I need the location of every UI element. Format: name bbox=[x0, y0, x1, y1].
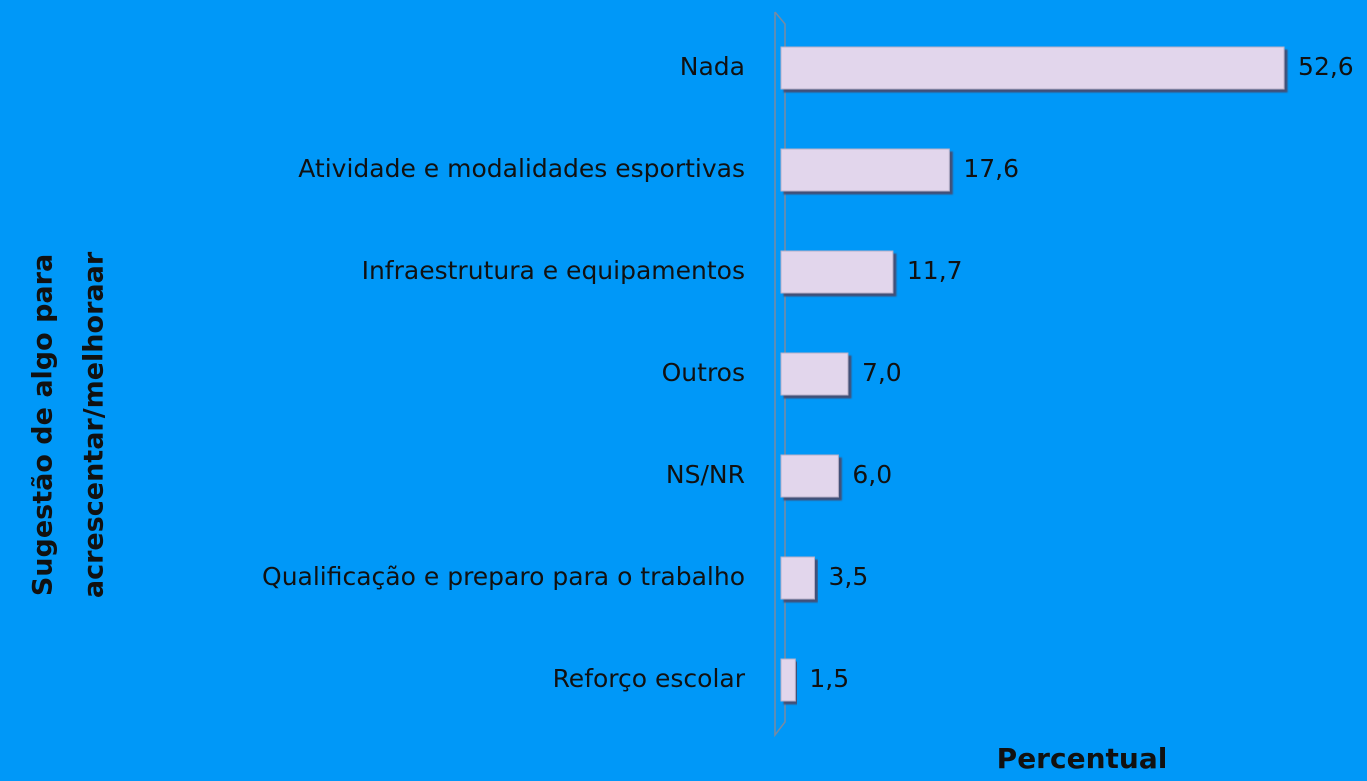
value-label: 11,7 bbox=[907, 256, 963, 285]
axis-wall bbox=[774, 11, 786, 738]
category-label: Infraestrutura e equipamentos bbox=[362, 256, 745, 285]
category-label: Reforço escolar bbox=[553, 664, 746, 693]
category-label: Outros bbox=[662, 358, 745, 387]
bar bbox=[780, 658, 796, 702]
category-label: Atividade e modalidades esportivas bbox=[298, 154, 745, 183]
bar bbox=[780, 352, 849, 396]
value-label: 52,6 bbox=[1298, 52, 1354, 81]
bar bbox=[780, 454, 839, 498]
bar bbox=[780, 250, 894, 294]
value-label: 3,5 bbox=[828, 562, 868, 591]
category-label: Nada bbox=[680, 52, 745, 81]
value-label: 7,0 bbox=[862, 358, 902, 387]
value-label: 6,0 bbox=[852, 460, 892, 489]
value-label: 17,6 bbox=[963, 154, 1019, 183]
bar bbox=[780, 148, 950, 192]
category-label: NS/NR bbox=[666, 460, 745, 489]
y-axis-label: Sugestão de algo para bbox=[28, 254, 59, 596]
category-label: Qualificação e preparo para o trabalho bbox=[262, 562, 745, 591]
value-label: 1,5 bbox=[809, 664, 849, 693]
bar bbox=[780, 46, 1285, 90]
y-axis-label: acrescentar/melhoraar bbox=[79, 251, 110, 598]
x-axis-label: Percentual bbox=[997, 742, 1168, 775]
bar bbox=[780, 556, 815, 600]
